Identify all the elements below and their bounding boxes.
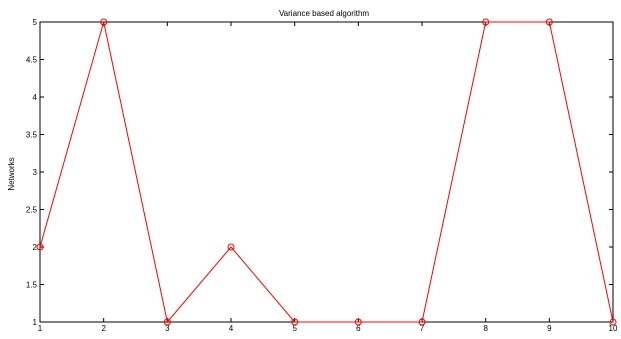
tick-labels: 1 2 3 4 5 6 7 8 9 10 1 1.5 2 2.5 3 3.5 4 4.5 5	[26, 18, 618, 333]
y-tick-label: 1.5	[26, 281, 38, 290]
axis-ticks	[39, 21, 614, 323]
y-tick-label: 1	[33, 318, 38, 327]
y-tick-label: 4	[33, 93, 38, 102]
x-tick-label: 4	[229, 324, 234, 333]
plot-area-border	[39, 21, 614, 323]
x-tick-label: 6	[356, 324, 361, 333]
x-tick-label: 3	[165, 324, 170, 333]
data-point-marker	[545, 18, 553, 26]
data-point-marker	[227, 243, 235, 251]
y-tick-label: 2.5	[26, 206, 38, 215]
x-tick-label: 7	[420, 324, 425, 333]
y-tick-label: 2	[33, 243, 38, 252]
x-tick-label: 5	[292, 324, 297, 333]
series-line	[39, 21, 614, 324]
x-tick-label: 2	[101, 324, 106, 333]
series-layer	[36, 18, 617, 326]
x-tick-label: 9	[547, 324, 552, 333]
y-tick-label: 4.5	[26, 56, 38, 65]
data-point-marker	[354, 318, 362, 326]
data-point-marker	[418, 318, 426, 326]
data-point-marker	[609, 318, 617, 326]
y-tick-label: 3.5	[26, 131, 38, 140]
chart-title: Variance based algorithm	[279, 9, 369, 18]
x-tick-label: 8	[483, 324, 488, 333]
data-point-marker	[482, 18, 490, 26]
data-point-marker	[36, 243, 44, 251]
y-tick-label: 5	[33, 18, 38, 27]
y-axis-label: Networks	[7, 157, 16, 190]
y-tick-label: 3	[33, 168, 38, 177]
data-point-marker	[163, 318, 171, 326]
data-point-marker	[100, 18, 108, 26]
data-point-marker	[291, 318, 299, 326]
x-tick-label: 10	[609, 324, 618, 333]
x-tick-label: 1	[38, 324, 43, 333]
plot-frame	[39, 21, 614, 323]
